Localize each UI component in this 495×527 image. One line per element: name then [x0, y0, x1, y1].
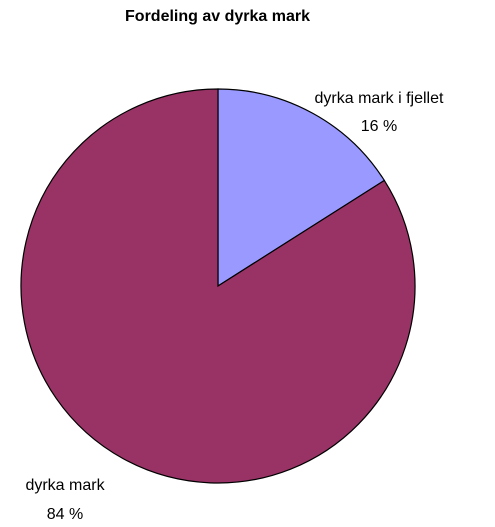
slice-label-2: dyrka mark [25, 477, 105, 494]
pie-slice-1 [217, 88, 386, 288]
chart-title: Fordeling av dyrka mark [125, 8, 310, 25]
slice-label-1: dyrka mark i fjellet [315, 90, 444, 107]
slice-value-label-1: 16 % [361, 118, 397, 135]
slice-value-label-2: 84 % [47, 506, 83, 523]
pie-slice-2 [20, 88, 416, 484]
pie-labels: dyrka mark i fjellet 16 % dyrka mark 84 % [25, 90, 444, 523]
pie-slices [20, 88, 416, 484]
